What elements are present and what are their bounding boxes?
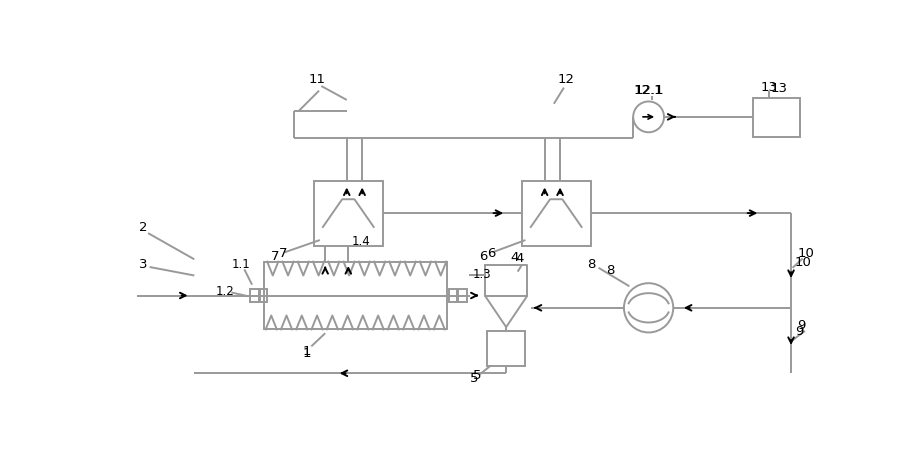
Bar [448,290,457,302]
Text: 1.4: 1.4 [352,234,370,247]
Bar [264,262,447,330]
Text: 1: 1 [301,345,311,358]
Text: 9: 9 [797,318,805,332]
Text: 8: 8 [586,257,595,270]
Text: 10: 10 [797,246,813,259]
Text: 6: 6 [486,246,494,259]
Text: 13: 13 [759,81,777,93]
Bar [249,290,259,302]
Bar [486,331,525,366]
Text: 10: 10 [794,256,811,268]
Text: 5: 5 [470,372,478,384]
Text: 1.1: 1.1 [231,257,250,270]
Text: 1: 1 [301,346,311,359]
Bar [521,182,590,247]
Text: 2: 2 [139,221,147,234]
Text: 1.2: 1.2 [216,285,234,298]
Text: 11: 11 [308,73,325,86]
Text: 12.1: 12.1 [634,84,664,97]
Text: 6: 6 [479,249,487,263]
Text: 12.1: 12.1 [632,84,662,97]
Text: 4: 4 [515,252,523,265]
Text: 5: 5 [472,369,481,381]
Text: 1.3: 1.3 [471,268,491,281]
Bar [752,99,800,137]
Text: 12: 12 [557,73,574,86]
Text: 4: 4 [509,250,517,263]
Text: 9: 9 [794,325,802,338]
Text: 7: 7 [278,246,288,259]
Text: 8: 8 [606,263,614,276]
Bar [313,182,382,247]
Text: 7: 7 [271,249,279,263]
Text: 13: 13 [769,82,787,95]
Text: 3: 3 [139,257,147,270]
Bar [259,290,267,302]
Bar [457,290,466,302]
